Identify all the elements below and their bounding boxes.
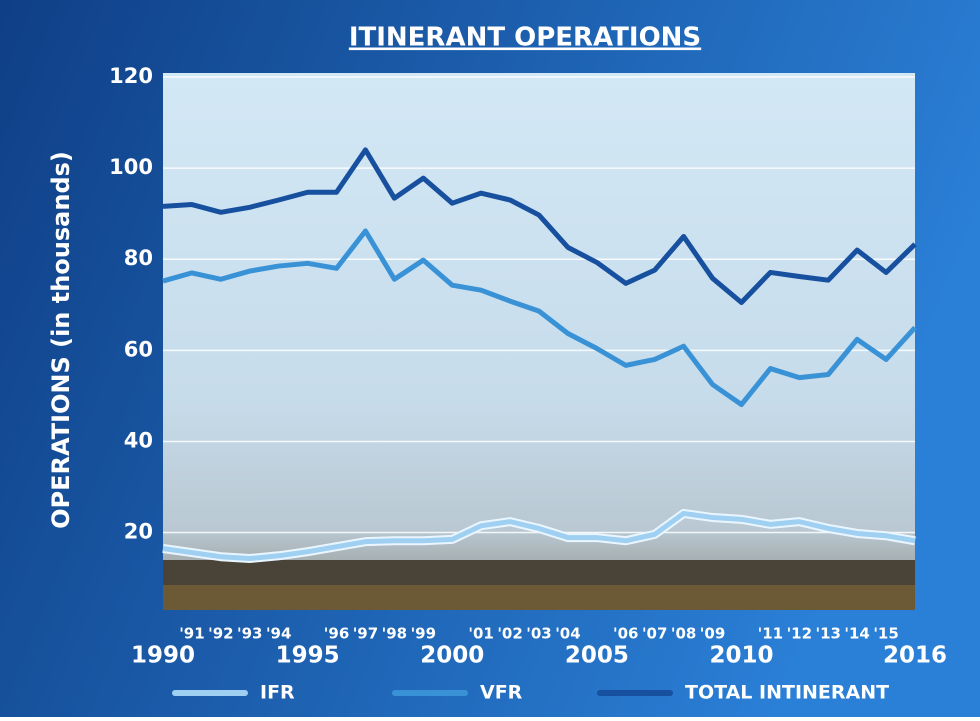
series-line xyxy=(162,228,917,408)
x-tick-label: 2000 xyxy=(420,643,484,669)
x-tick-label-minor: '98 xyxy=(382,625,407,643)
x-tick-label-minor: '09 xyxy=(700,625,725,643)
x-tick-label-minor: '01 xyxy=(468,625,493,643)
x-tick-label-minor: '11 xyxy=(758,625,783,643)
x-tick-label-minor: '92 xyxy=(208,625,233,643)
x-tick-label-minor: '06 xyxy=(613,625,638,643)
y-tick-label: 20 xyxy=(124,520,153,544)
x-tick-label: 2010 xyxy=(709,643,773,669)
x-tick-label-minor: '04 xyxy=(555,625,580,643)
x-tick-label-minor: '93 xyxy=(237,625,262,643)
chart-title: ITINERANT OPERATIONS xyxy=(349,23,701,53)
x-tick-label-minor: '96 xyxy=(324,625,349,643)
y-tick-label: 120 xyxy=(109,64,153,88)
x-tick-label-minor: '14 xyxy=(844,625,869,643)
x-tick-label-minor: '91 xyxy=(179,625,204,643)
x-tick-label-minor: '99 xyxy=(411,625,436,643)
series-line xyxy=(162,147,917,305)
x-tick-label-minor: '15 xyxy=(873,625,898,643)
y-axis-label: OPERATIONS (in thousands) xyxy=(47,151,75,529)
x-tick-label-minor: '08 xyxy=(671,625,696,643)
legend-label: TOTAL INTINERANT xyxy=(685,682,889,704)
x-tick-label-minor: '07 xyxy=(642,625,667,643)
ground-grass xyxy=(163,585,915,610)
y-tick-label: 60 xyxy=(124,337,153,361)
y-tick-label: 80 xyxy=(124,246,153,270)
x-tick-label: 1990 xyxy=(131,643,195,669)
legend-label: VFR xyxy=(480,682,523,704)
legend-label: IFR xyxy=(260,682,295,704)
x-tick-label-minor: '13 xyxy=(815,625,840,643)
x-tick-label-minor: '97 xyxy=(353,625,378,643)
x-tick-label-minor: '03 xyxy=(526,625,551,643)
y-tick-label: 40 xyxy=(124,428,153,452)
x-tick-label-minor: '12 xyxy=(787,625,812,643)
series-line xyxy=(162,510,916,562)
y-tick-label: 100 xyxy=(109,155,153,179)
x-tick-label: 2016 xyxy=(883,643,947,669)
x-tick-label-minor: '94 xyxy=(266,625,291,643)
x-tick-label-minor: '02 xyxy=(497,625,522,643)
x-tick-label: 2005 xyxy=(565,643,629,669)
x-tick-label: 1995 xyxy=(276,643,340,669)
